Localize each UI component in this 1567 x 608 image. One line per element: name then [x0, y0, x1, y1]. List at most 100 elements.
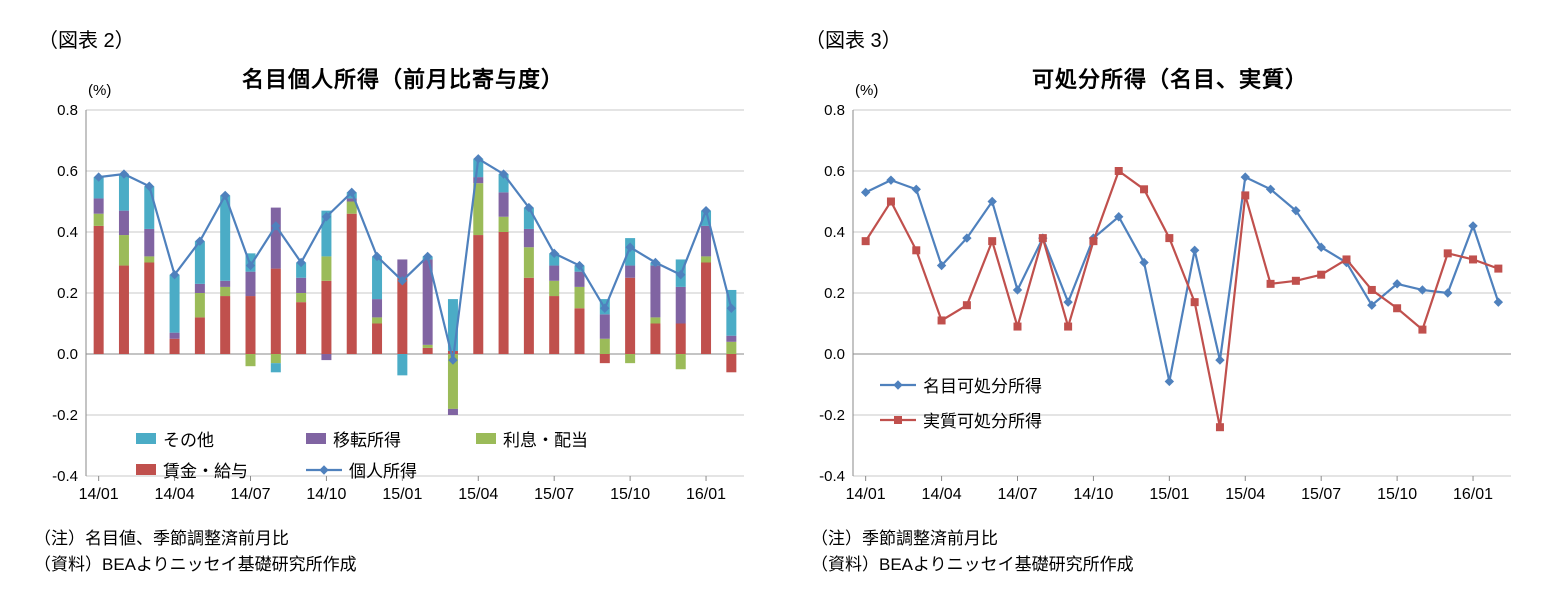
x-tick-label: 15/01 [1149, 486, 1189, 503]
legend-row: その他 移転所得 利息・配当 [136, 426, 646, 451]
legend-item: 利息・配当 [476, 426, 646, 451]
bar-segment [498, 192, 509, 217]
bar-segment [321, 354, 332, 361]
bar-segment [144, 256, 155, 263]
diamond-marker [524, 202, 534, 213]
figure3-chart: 0.8 0.6 0.4 0.2 0.0 -0.2 -0.414/01 14/04 14/07 14… [819, 102, 1511, 503]
bar-segment [625, 265, 636, 278]
bar-segment [701, 256, 712, 263]
figure3-unit-label: (%) [855, 82, 879, 99]
square-marker [886, 197, 895, 206]
legend-item: 個人所得 [306, 457, 476, 482]
bar-segment [726, 341, 737, 354]
legend-row: 賃金・給与 個人所得 [136, 457, 646, 482]
legend-item: 実質可処分所得 [880, 407, 1042, 432]
bar-segment [549, 296, 560, 354]
diamond-marker [860, 187, 871, 198]
bar-segment [523, 207, 534, 229]
diamond-marker [397, 276, 408, 286]
x-tick-label: 14/04 [155, 486, 195, 503]
legend-color-swatch [476, 433, 496, 444]
square-marker [861, 237, 870, 246]
data-line [865, 175, 1500, 382]
diamond-marker [1468, 221, 1478, 231]
diamond-marker [1189, 245, 1200, 255]
legend-label: 賃金・給与 [163, 462, 248, 481]
bar-segment [372, 256, 383, 300]
x-tick-label: 14/10 [1073, 486, 1113, 503]
legend-color-swatch [136, 464, 156, 475]
bar-segment [372, 299, 383, 318]
bar-segment [675, 286, 686, 324]
diamond-marker [347, 187, 357, 198]
figure3-legend: 名目可処分所得 実質可処分所得 [880, 372, 1042, 432]
square-marker [1393, 304, 1402, 313]
diamond-marker [549, 248, 559, 259]
y-tick-label: -0.4 [52, 468, 78, 485]
bar-segment [220, 280, 231, 287]
bar-segment [194, 241, 205, 284]
legend-color-swatch [136, 433, 156, 444]
x-tick-label: 14/01 [846, 486, 886, 503]
bar-segment [194, 317, 205, 354]
bar-segment [144, 262, 155, 354]
diamond-marker [319, 464, 329, 475]
bar-segment [523, 277, 534, 354]
diamond-marker [1291, 205, 1301, 216]
bar-segment [169, 338, 180, 354]
diamond-marker [1164, 376, 1175, 387]
bar-segment [245, 296, 256, 354]
x-tick-label: 14/01 [79, 486, 119, 503]
bar-segment [321, 280, 332, 354]
legend-label: その他 [163, 431, 214, 450]
square-marker [1241, 191, 1250, 200]
bar-segment [296, 277, 307, 293]
square-marker [1367, 285, 1376, 294]
figure3-note-2: （資料）BEAよりニッセイ基礎研究所作成 [811, 555, 1134, 575]
diamond-marker [676, 270, 686, 280]
bar-segment [93, 213, 104, 226]
bar-segment [270, 354, 281, 364]
diamond-marker [1063, 297, 1073, 307]
bar-segment [169, 332, 180, 339]
x-tick-label: 15/04 [1225, 486, 1265, 503]
diamond-marker [422, 251, 433, 262]
bar-segment [422, 347, 433, 354]
bar-segment [194, 293, 205, 318]
figure3-note-1: （注）季節調整済前月比 [811, 529, 998, 548]
legend-item: その他 [136, 426, 306, 451]
bar-segment [346, 201, 357, 214]
figure2-chart: 0.8 0.6 0.4 0.2 0.0 -0.2 -0.414/01 14/04 14/07 14… [52, 102, 744, 503]
diamond-marker [1265, 184, 1276, 194]
legend-item: 賃金・給与 [136, 457, 306, 482]
bar-segment [625, 277, 636, 354]
diamond-marker [271, 221, 281, 231]
bar-segment [372, 317, 383, 324]
diamond-marker [498, 169, 509, 179]
bar-segment [523, 228, 534, 248]
legend-label: 個人所得 [349, 462, 417, 481]
legend-label: 移転所得 [333, 431, 401, 450]
diamond-marker [726, 303, 737, 313]
bar-segment [220, 296, 231, 354]
bar-segment [270, 363, 281, 373]
legend-line-swatch [880, 415, 916, 424]
figure2-title: 名目個人所得（前月比寄与度） [241, 67, 564, 92]
bar-segment [118, 265, 129, 354]
diamond-marker [1215, 355, 1225, 365]
square-marker [1494, 264, 1503, 273]
bar-segment [523, 247, 534, 278]
square-marker [1190, 298, 1199, 307]
bar-segment [473, 177, 484, 184]
bar-segment [599, 314, 610, 339]
diamond-marker [911, 184, 921, 194]
diamond-marker [650, 257, 661, 268]
bar-segment [296, 293, 307, 303]
bar-segment [650, 323, 661, 354]
bar-segment [346, 213, 357, 354]
bar-segment [346, 198, 357, 202]
diamond-marker [1240, 172, 1250, 182]
bar-segment [549, 253, 560, 266]
square-marker [937, 316, 946, 325]
square-marker [894, 415, 902, 424]
